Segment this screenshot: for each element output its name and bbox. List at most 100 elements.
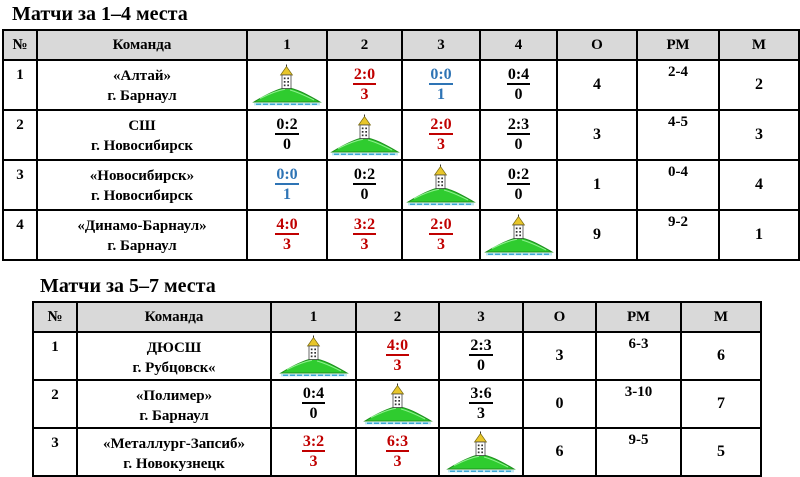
match-score: 2:0 (429, 216, 453, 235)
row-number: 2 (32, 379, 78, 429)
column-header-4: 3 (401, 29, 481, 61)
tower-hill-logo-icon (483, 214, 554, 256)
column-header-1: Команда (76, 301, 272, 333)
match-points: 3 (283, 236, 291, 253)
self-match-logo-cell (326, 109, 403, 161)
match-score: 3:6 (469, 385, 493, 404)
match-score: 2:3 (469, 337, 493, 356)
points-total-cell: 3 (556, 109, 638, 161)
match-points: 0 (283, 136, 291, 153)
match-score: 0:0 (275, 166, 299, 185)
column-header-6: О (556, 29, 638, 61)
team-name: «Алтай» (113, 68, 171, 84)
match-result-cell: 0:0 1 (401, 59, 481, 111)
team-cell: «Новосибирск» г. Новосибирск (36, 159, 248, 211)
row-number: 3 (2, 159, 38, 211)
match-points: 1 (283, 186, 291, 203)
match-points: 3 (360, 86, 369, 103)
points-total-cell: 6 (522, 427, 597, 477)
match-score: 4:0 (385, 337, 410, 356)
points-total-cell: 1 (556, 159, 638, 211)
tower-hill-logo-icon (329, 114, 400, 156)
match-result-cell: 2:0 3 (401, 209, 481, 261)
team-city: г. Барнаул (107, 238, 177, 254)
team-city: г. Новосибирск (91, 188, 193, 204)
final-place-cell: 5 (680, 427, 762, 477)
match-score: 3:2 (301, 433, 326, 452)
team-cell: ДЮСШ г. Рубцовск« (76, 331, 272, 381)
goal-difference-cell: 4-5 (636, 109, 720, 161)
column-header-8: М (718, 29, 800, 61)
self-match-logo-cell (438, 427, 524, 477)
match-score: 0:4 (506, 66, 531, 85)
match-score: 2:3 (506, 116, 531, 135)
final-place-cell: 4 (718, 159, 800, 211)
team-name: «Новосибирск» (89, 168, 195, 184)
match-points: 3 (360, 236, 369, 253)
results-table-5-7: № Команда 1 2 3 О РМ М 1 ДЮСШ г. Рубцовск« 4:0 3 2:… (32, 301, 762, 477)
match-result-cell: 2:0 3 (326, 59, 403, 111)
match-points: 3 (437, 136, 445, 153)
results-table-1-4: № Команда 1 2 3 4 О РМ М 1 «Алтай» г. Барнаул 2:0 3… (2, 29, 800, 261)
match-result-cell: 0:0 1 (246, 159, 328, 211)
match-result-cell: 2:3 0 (479, 109, 558, 161)
match-score: 0:2 (506, 166, 531, 185)
team-row: 3 «Новосибирск» г. Новосибирск 0:0 1 0:2 0 0:2… (2, 159, 800, 211)
match-points: 0 (360, 186, 369, 203)
match-result-cell: 0:4 0 (270, 379, 357, 429)
column-header-4: 3 (438, 301, 524, 333)
self-match-logo-cell (270, 331, 357, 381)
goal-difference-cell: 9-5 (595, 427, 682, 477)
team-cell: «Динамо-Барнаул» г. Барнаул (36, 209, 248, 261)
match-points: 0 (514, 186, 523, 203)
team-name: «Динамо-Барнаул» (77, 218, 207, 234)
final-place-cell: 6 (680, 331, 762, 381)
header-row: № Команда 1 2 3 4 О РМ М (2, 29, 800, 61)
tower-hill-logo-icon (252, 64, 322, 106)
self-match-logo-cell (246, 59, 328, 111)
match-score: 0:4 (301, 385, 326, 404)
match-result-cell: 3:2 3 (326, 209, 403, 261)
table-title: Матчи за 1–4 места (12, 3, 188, 25)
team-cell: «Полимер» г. Барнаул (76, 379, 272, 429)
tower-hill-logo-icon (446, 431, 516, 473)
team-row: 4 «Динамо-Барнаул» г. Барнаул 4:0 3 3:2 3 2:0 3 … (2, 209, 800, 261)
match-result-cell: 2:0 3 (401, 109, 481, 161)
match-score: 2:0 (352, 66, 377, 85)
match-points: 3 (393, 357, 402, 374)
match-points: 3 (309, 453, 318, 470)
table-title: Матчи за 5–7 места (40, 275, 216, 297)
column-header-2: 1 (246, 29, 328, 61)
match-points: 3 (393, 453, 402, 470)
match-points: 0 (514, 86, 523, 103)
team-name: ДЮСШ (146, 340, 202, 356)
points-total-cell: 3 (522, 331, 597, 381)
team-city: г. Новокузнецк (123, 456, 225, 472)
tower-hill-logo-icon (362, 383, 433, 425)
match-score: 6:3 (385, 433, 410, 452)
final-place-cell: 1 (718, 209, 800, 261)
final-place-cell: 7 (680, 379, 762, 429)
team-city: г. Барнаул (107, 88, 177, 104)
goal-difference-cell: 0-4 (636, 159, 720, 211)
row-number: 3 (32, 427, 78, 477)
team-row: 2 СШ г. Новосибирск 0:2 0 2:0 3 2:3 0 3 4-5 3 (2, 109, 800, 161)
match-result-cell: 0:2 0 (246, 109, 328, 161)
match-score: 0:2 (352, 166, 377, 185)
tower-hill-logo-icon (406, 164, 476, 206)
team-city: г. Рубцовск« (132, 360, 216, 376)
self-match-logo-cell (355, 379, 440, 429)
team-name: «Полимер» (135, 388, 213, 404)
match-points: 0 (514, 136, 523, 153)
team-city: г. Новосибирск (91, 138, 193, 154)
column-header-2: 1 (270, 301, 357, 333)
team-name: СШ (128, 118, 156, 134)
column-header-7: М (680, 301, 762, 333)
goal-difference-cell: 9-2 (636, 209, 720, 261)
self-match-logo-cell (479, 209, 558, 261)
column-header-6: РМ (595, 301, 682, 333)
team-cell: «Металлург-Запсиб» г. Новокузнецк (76, 427, 272, 477)
row-number: 2 (2, 109, 38, 161)
column-header-7: РМ (636, 29, 720, 61)
